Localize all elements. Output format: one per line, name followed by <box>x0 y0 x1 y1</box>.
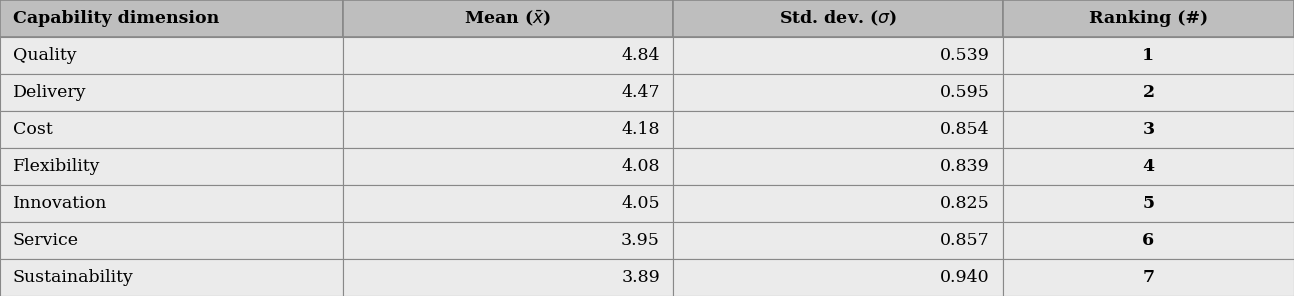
Text: 4: 4 <box>1143 158 1154 175</box>
Text: 0.825: 0.825 <box>941 195 990 212</box>
Bar <box>673 111 1003 148</box>
Bar <box>0 222 343 259</box>
Bar <box>343 222 673 259</box>
Bar <box>0 111 343 148</box>
Text: 0.857: 0.857 <box>941 232 990 249</box>
Bar <box>343 37 673 74</box>
Text: Ranking (#): Ranking (#) <box>1088 10 1209 27</box>
Bar <box>673 185 1003 222</box>
Text: Quality: Quality <box>13 47 76 64</box>
Text: 7: 7 <box>1143 269 1154 286</box>
Bar <box>673 148 1003 185</box>
Bar <box>0 74 343 111</box>
Text: 6: 6 <box>1143 232 1154 249</box>
Text: 0.839: 0.839 <box>941 158 990 175</box>
Text: 0.940: 0.940 <box>941 269 990 286</box>
Text: 1: 1 <box>1143 47 1154 64</box>
Bar <box>673 74 1003 111</box>
Bar <box>0 0 343 37</box>
Text: 0.595: 0.595 <box>939 84 990 101</box>
Bar <box>343 111 673 148</box>
Text: Cost: Cost <box>13 121 53 138</box>
Text: 4.47: 4.47 <box>621 84 660 101</box>
Bar <box>1003 148 1294 185</box>
Text: Sustainability: Sustainability <box>13 269 133 286</box>
Text: 3.89: 3.89 <box>621 269 660 286</box>
Bar <box>343 148 673 185</box>
Bar <box>343 259 673 296</box>
Bar <box>0 148 343 185</box>
Bar <box>0 185 343 222</box>
Text: 4.84: 4.84 <box>621 47 660 64</box>
Text: 0.854: 0.854 <box>941 121 990 138</box>
Text: 0.539: 0.539 <box>939 47 990 64</box>
Bar <box>343 0 673 37</box>
Bar <box>1003 185 1294 222</box>
Text: 3.95: 3.95 <box>621 232 660 249</box>
Bar <box>673 259 1003 296</box>
Text: Service: Service <box>13 232 79 249</box>
Text: 3: 3 <box>1143 121 1154 138</box>
Text: 4.08: 4.08 <box>621 158 660 175</box>
Bar <box>673 37 1003 74</box>
Text: Innovation: Innovation <box>13 195 107 212</box>
Bar <box>1003 111 1294 148</box>
Bar <box>343 185 673 222</box>
Bar <box>1003 0 1294 37</box>
Bar <box>1003 37 1294 74</box>
Text: Mean ($\bar{x}$): Mean ($\bar{x}$) <box>465 9 551 28</box>
Bar <box>343 74 673 111</box>
Bar <box>673 0 1003 37</box>
Bar <box>1003 259 1294 296</box>
Bar <box>673 222 1003 259</box>
Text: 4.18: 4.18 <box>621 121 660 138</box>
Bar <box>0 37 343 74</box>
Bar <box>1003 222 1294 259</box>
Text: 4.05: 4.05 <box>621 195 660 212</box>
Text: Delivery: Delivery <box>13 84 87 101</box>
Bar <box>1003 74 1294 111</box>
Text: Std. dev. ($\sigma$): Std. dev. ($\sigma$) <box>779 9 897 28</box>
Text: 5: 5 <box>1143 195 1154 212</box>
Text: 2: 2 <box>1143 84 1154 101</box>
Bar <box>0 259 343 296</box>
Text: Capability dimension: Capability dimension <box>13 10 219 27</box>
Text: Flexibility: Flexibility <box>13 158 101 175</box>
